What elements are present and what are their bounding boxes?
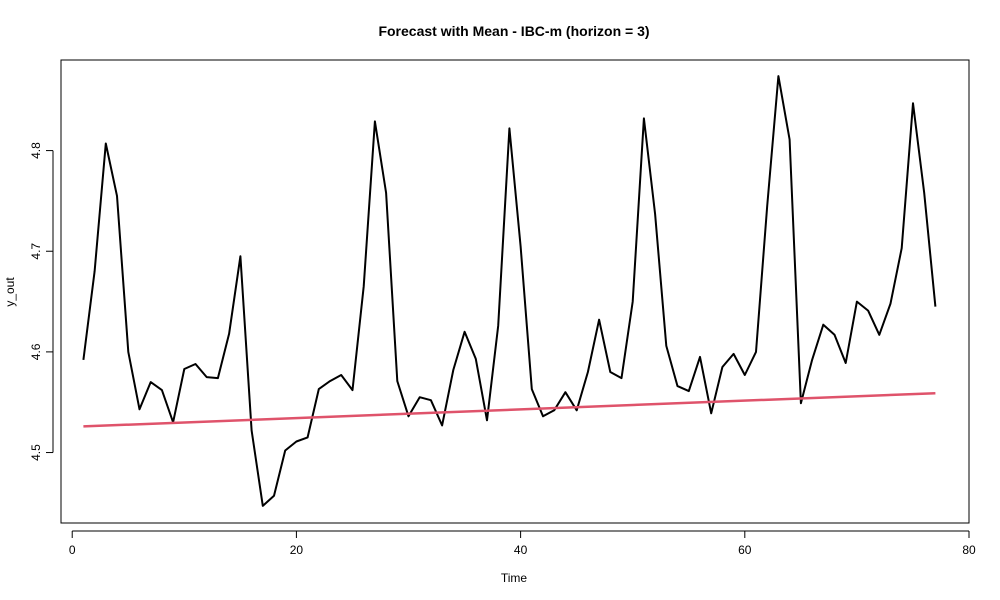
series-line-actual [82,75,937,507]
y-tick-label: 4.5 [29,444,43,461]
x-tick-label: 80 [962,543,976,557]
chart-title: Forecast with Mean - IBC-m (horizon = 3) [378,23,649,39]
series-line-mean [83,391,936,428]
x-tick-label: 0 [69,543,76,557]
x-axis-label: Time [501,571,528,585]
y-tick-label: 4.8 [29,142,43,159]
x-tick-label: 60 [738,543,752,557]
y-tick-label: 4.6 [29,343,43,360]
x-tick-label: 40 [514,543,528,557]
plot-frame [60,59,970,524]
series-layer [82,75,937,507]
y-axis: 4.5 4.6 4.7 4.8 [29,142,54,461]
x-tick-label: 20 [290,543,304,557]
y-tick-label: 4.7 [29,243,43,260]
y-axis-label: y_out [3,277,17,307]
x-axis: 0 20 40 60 80 [69,530,976,557]
